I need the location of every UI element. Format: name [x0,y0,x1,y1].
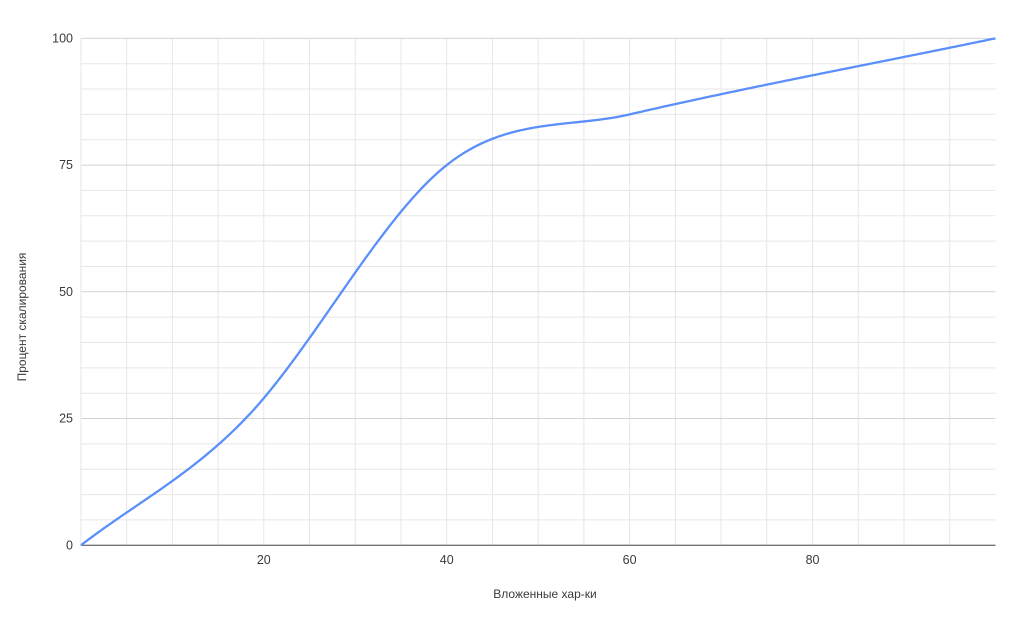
svg-text:80: 80 [806,553,820,567]
svg-text:0: 0 [66,538,73,552]
svg-text:75: 75 [59,158,73,172]
svg-text:40: 40 [440,553,454,567]
svg-text:20: 20 [257,553,271,567]
svg-text:25: 25 [59,412,73,426]
svg-text:50: 50 [59,285,73,299]
svg-text:100: 100 [52,31,73,45]
svg-text:Процент скалирования: Процент скалирования [15,253,29,382]
svg-text:60: 60 [623,553,637,567]
svg-text:Вложенные хар-ки: Вложенные хар-ки [493,587,596,601]
